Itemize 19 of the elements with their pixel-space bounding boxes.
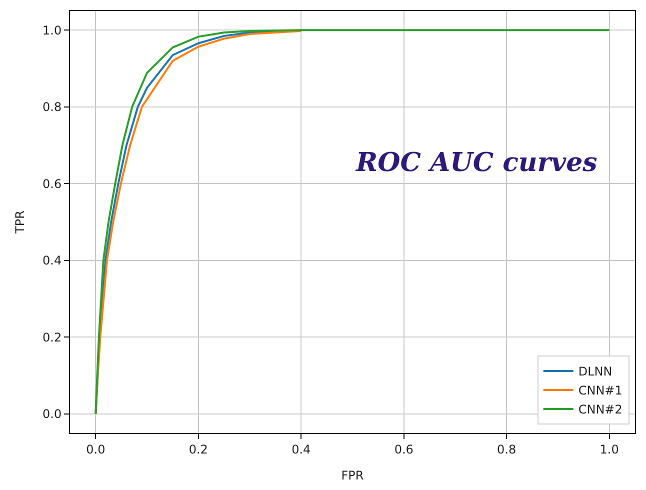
legend-label: CNN#1 xyxy=(578,384,622,398)
x-tick-label: 1.0 xyxy=(600,442,619,456)
annotation: ROC AUC curves xyxy=(355,148,598,178)
legend-label: DLNN xyxy=(578,364,612,379)
legend-label: CNN#2 xyxy=(578,402,622,417)
y-tick-label: 0.4 xyxy=(42,254,62,268)
y-tick-label: 0.6 xyxy=(42,176,62,191)
x-tick-label: 0.6 xyxy=(394,442,414,456)
x-tick-label: 0.8 xyxy=(497,442,516,456)
y-axis-title: TPR xyxy=(12,210,27,234)
x-axis-title: FPR xyxy=(341,468,364,482)
x-tick-label: 0.0 xyxy=(86,442,106,456)
x-tick-label: 0.4 xyxy=(292,442,311,456)
line-series xyxy=(94,30,302,415)
x-tick-label: 0.2 xyxy=(188,442,208,456)
y-tick-label: 0.0 xyxy=(42,407,62,422)
y-tick-label: 0.2 xyxy=(42,330,62,344)
y-tick-label: 1.0 xyxy=(42,23,62,38)
y-tick-label: 0.8 xyxy=(42,100,62,114)
